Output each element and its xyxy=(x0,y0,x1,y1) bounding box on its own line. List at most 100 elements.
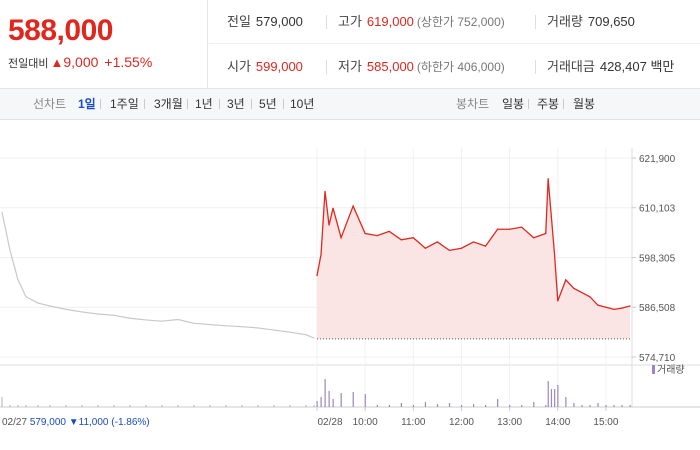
prev-day-point xyxy=(209,323,211,326)
volume-bar xyxy=(554,389,556,407)
today-point xyxy=(328,224,330,226)
prev-day-point xyxy=(17,279,19,281)
volume-bar xyxy=(25,405,27,407)
prev-day-point xyxy=(65,308,67,310)
volume-bar xyxy=(388,405,390,407)
prev-day-point xyxy=(129,317,131,319)
volume-bar xyxy=(316,401,318,407)
today-point xyxy=(553,253,556,256)
divider xyxy=(528,99,529,109)
volume-bar xyxy=(364,394,366,407)
stat-open: 시가 599,000 xyxy=(227,59,303,74)
period-3m-tab[interactable]: 3개월 xyxy=(154,97,183,111)
divider xyxy=(535,15,536,29)
volume-bar xyxy=(9,405,11,407)
volume-bar xyxy=(324,379,326,407)
today-point xyxy=(545,232,547,235)
prev-day-point xyxy=(9,249,11,251)
y-tick-label: 621,900 xyxy=(639,154,676,165)
stat-prev-close: 전일 579,000 xyxy=(227,14,303,29)
prev-day-point xyxy=(225,325,227,327)
divider xyxy=(219,99,220,109)
volume-bar xyxy=(313,405,315,407)
today-point xyxy=(521,226,523,228)
prev-day-point xyxy=(177,318,179,321)
prev-day-point xyxy=(145,319,147,321)
prev-day-point xyxy=(161,320,163,322)
period-5y-tab[interactable]: 5년 xyxy=(259,97,277,111)
volume-bar xyxy=(613,405,615,407)
period-1d-tab[interactable]: 1일 xyxy=(78,97,96,111)
volume-bar xyxy=(557,385,559,407)
prev-day-point xyxy=(113,314,115,316)
today-point xyxy=(472,241,475,243)
divider xyxy=(187,99,188,109)
prev-day-point xyxy=(289,331,291,333)
y-tick-label: 586,508 xyxy=(639,303,676,314)
candle-weekly-tab[interactable]: 주봉 xyxy=(537,97,560,111)
prev-day-point xyxy=(193,322,195,324)
prev-day-point xyxy=(257,327,259,329)
prev-day-point xyxy=(97,313,99,315)
y-tick-label: 598,305 xyxy=(639,254,676,265)
today-line xyxy=(316,178,631,311)
prev-day-point xyxy=(25,296,27,298)
x-tick-label: 11:00 xyxy=(401,417,426,428)
today-point xyxy=(484,245,487,247)
volume-bar xyxy=(497,399,499,407)
volume-bar xyxy=(49,405,51,407)
period-10y-tab[interactable]: 10년 xyxy=(290,97,315,111)
stat-low: 저가 585,000 (하한가 406,000) xyxy=(338,59,505,74)
prev-day-point xyxy=(305,334,307,336)
current-price: 588,000 xyxy=(8,14,113,47)
period-3y-tab[interactable]: 3년 xyxy=(227,97,245,111)
volume-bar xyxy=(352,392,354,407)
divider xyxy=(326,60,327,74)
volume-bar xyxy=(509,405,511,407)
volume-bar xyxy=(550,389,553,407)
period-1w-tab[interactable]: 1주일 xyxy=(110,97,139,111)
x-tick-label: 02/28 xyxy=(317,417,342,428)
prev-day-info: 02/27 579,000 ▼11,000 (-1.86%) xyxy=(2,417,150,428)
volume-bar xyxy=(225,405,227,407)
prev-day-date: 02/27 xyxy=(2,417,30,428)
volume-bar xyxy=(485,405,487,407)
candle-monthly-tab[interactable]: 월봉 xyxy=(573,97,596,111)
volume-bar xyxy=(340,393,342,407)
today-point xyxy=(316,275,318,277)
volume-bar xyxy=(209,405,211,407)
up-arrow-icon: ▲ xyxy=(50,55,64,70)
divider xyxy=(535,60,536,74)
stats-row-1: 전일 579,000 고가 619,000 (상한가 752,000) 거래량 709,… xyxy=(209,0,700,44)
volume-bar xyxy=(605,405,607,407)
today-point xyxy=(460,247,463,249)
today-point xyxy=(509,228,511,230)
x-tick-label: 14:00 xyxy=(545,417,570,428)
period-1y-tab[interactable]: 1년 xyxy=(195,97,213,111)
prev-day-point xyxy=(1,211,3,213)
today-point xyxy=(340,237,342,239)
volume-bar xyxy=(545,405,547,407)
volume-bar xyxy=(97,405,99,407)
volume-bar xyxy=(533,402,535,407)
today-point xyxy=(550,216,552,218)
volume-bar xyxy=(161,405,163,407)
prev-day-point xyxy=(49,305,51,307)
change-row: 전일대비 ▲9,000 +1.55% xyxy=(8,54,152,71)
today-point xyxy=(412,237,414,239)
volume-bar xyxy=(597,403,599,407)
volume-bar xyxy=(17,405,19,407)
today-point xyxy=(613,308,615,310)
today-point xyxy=(547,178,549,180)
candle-daily-tab[interactable]: 일봉 xyxy=(502,97,525,111)
stats-row-2: 시가 599,000 저가 585,000 (하한가 406,000) 거래대금 428… xyxy=(209,45,700,89)
volume-bar xyxy=(448,403,451,407)
volume-bar xyxy=(424,402,427,407)
divider xyxy=(251,99,252,109)
line-chart-label: 선차트 xyxy=(33,97,67,111)
today-point xyxy=(324,190,326,192)
today-point xyxy=(589,296,591,298)
volume-bar xyxy=(129,405,131,407)
volume-bar xyxy=(436,404,439,407)
